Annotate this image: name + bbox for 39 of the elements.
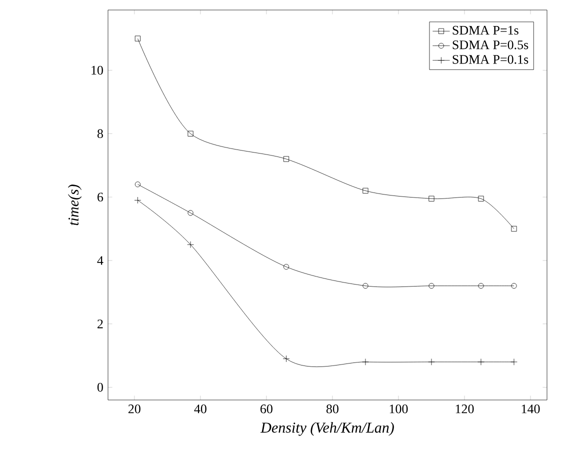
- point: [134, 182, 141, 188]
- point: [187, 241, 194, 248]
- point: [510, 358, 518, 366]
- point: [362, 188, 368, 194]
- y-tick-label: 10: [92, 66, 103, 75]
- point: [188, 210, 194, 216]
- point: [134, 36, 141, 42]
- point: [283, 156, 290, 162]
- x-tick-label: 20: [128, 404, 140, 414]
- y-tick-label: 4: [97, 256, 104, 265]
- x-tick-label: 120: [456, 404, 474, 414]
- point: [134, 196, 142, 204]
- point: [188, 130, 194, 136]
- x-tick-label: 80: [326, 404, 338, 414]
- y-tick-label: 8: [97, 129, 103, 138]
- point: [478, 196, 484, 202]
- x-tick-label: 140: [522, 404, 540, 414]
- legend-label: SDMA P=1s: [452, 26, 518, 35]
- x-tick-label: 100: [390, 404, 408, 414]
- legend-label: SDMA P=0.5s: [452, 40, 528, 50]
- point: [282, 355, 290, 362]
- x-tick-label: 40: [194, 404, 206, 414]
- x-tick-label: 60: [260, 404, 272, 414]
- x-axis-title: Density (Veh/Km/Lan): [260, 422, 394, 436]
- point: [478, 283, 484, 289]
- point: [283, 264, 290, 270]
- point: [428, 196, 434, 202]
- legend-label: SDMA P=0.1s: [452, 55, 528, 64]
- point: [428, 283, 434, 289]
- point: [511, 283, 517, 289]
- point: [362, 358, 369, 366]
- point: [362, 283, 368, 289]
- point: [428, 358, 435, 366]
- y-tick-label: 6: [98, 192, 104, 202]
- point: [478, 358, 484, 366]
- y-tick-label: 2: [98, 320, 103, 328]
- y-tick-label: 0: [97, 382, 103, 392]
- point: [511, 226, 517, 232]
- y-axis-title: time(s): [68, 184, 82, 226]
